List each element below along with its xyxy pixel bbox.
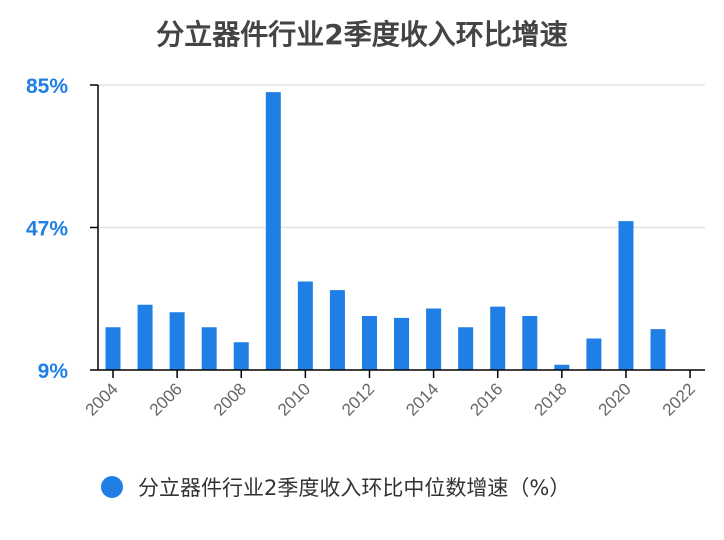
- y-tick-label: 9%: [38, 360, 69, 383]
- x-tick-label: 2014: [402, 379, 442, 419]
- bar-2019: [586, 338, 602, 370]
- legend: 分立器件行业2季度收入环比中位数增速（%）: [101, 476, 570, 500]
- bar-2021: [650, 329, 666, 370]
- bar-2004: [105, 327, 121, 370]
- grid-layer: [98, 84, 705, 229]
- bar-2016: [490, 306, 506, 370]
- y-tick-label: 85%: [26, 75, 68, 98]
- bar-2012: [361, 316, 377, 370]
- y-tick-label: 47%: [26, 218, 68, 241]
- bar-2018: [554, 364, 570, 370]
- y-tick-labels: 9% 47% 85%: [26, 75, 68, 383]
- bar-2007: [201, 327, 217, 370]
- chart-title: 分立器件行业2季度收入环比增速: [156, 18, 567, 51]
- axes-layer: [90, 84, 705, 378]
- bar-2017: [522, 316, 538, 370]
- bar-2011: [329, 290, 345, 370]
- legend-label: 分立器件行业2季度收入环比中位数增速（%）: [138, 476, 570, 500]
- bar-2015: [458, 327, 474, 370]
- legend-marker: [101, 476, 123, 498]
- x-tick-label: 2018: [530, 379, 570, 419]
- x-tick-label: 2008: [210, 379, 250, 419]
- bar-2006: [169, 312, 185, 370]
- x-tick-label: 2012: [338, 379, 378, 419]
- bar-2014: [426, 308, 442, 370]
- bar-2020: [618, 221, 634, 370]
- bar-2008: [233, 342, 249, 370]
- bar-2010: [297, 281, 313, 370]
- bar-2009: [265, 92, 281, 370]
- x-tick-label: 2010: [274, 379, 314, 419]
- x-tick-label: 2016: [466, 379, 506, 419]
- x-tick-label: 2004: [82, 379, 122, 419]
- bars-layer: [105, 92, 666, 370]
- x-tick-labels: 2004 2006 2008 2010 2012 2014 2016 2018 2020 2022: [82, 379, 699, 419]
- x-tick-label: 2020: [595, 379, 635, 419]
- bar-2013: [394, 317, 410, 370]
- x-tick-label: 2006: [146, 379, 186, 419]
- x-tick-label: 2022: [659, 379, 699, 419]
- bar-2005: [137, 304, 153, 370]
